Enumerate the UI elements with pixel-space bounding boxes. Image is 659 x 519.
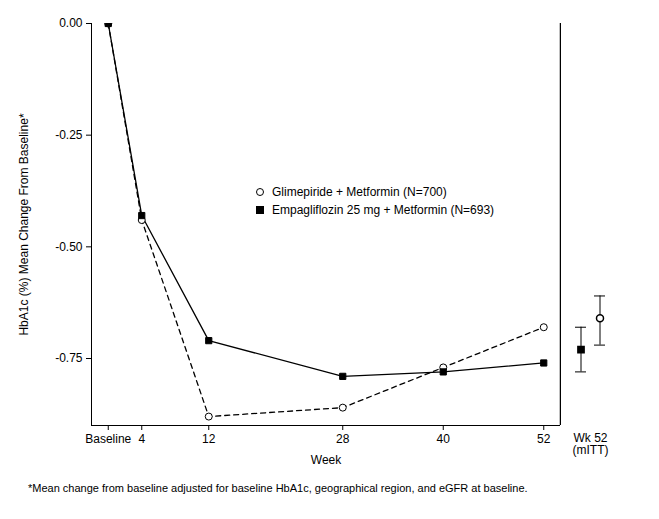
- svg-text:40: 40: [437, 432, 451, 446]
- svg-text:4: 4: [138, 432, 145, 446]
- svg-text:-0.50: -0.50: [55, 240, 83, 254]
- svg-text:0.00: 0.00: [59, 16, 83, 30]
- svg-text:HbA1c (%) Mean Change From Bas: HbA1c (%) Mean Change From Baseline*: [17, 113, 31, 335]
- svg-text:28: 28: [336, 432, 350, 446]
- svg-text:-0.25: -0.25: [55, 128, 83, 142]
- svg-text:12: 12: [202, 432, 216, 446]
- svg-text:52: 52: [537, 432, 551, 446]
- svg-text:Baseline: Baseline: [85, 432, 131, 446]
- html-text:Empagliflozin 25 mg + Metformi: Empagliflozin 25 mg + Metformin (N=693): [272, 203, 495, 217]
- html-text:*Mean change from baseline adj: *Mean change from baseline adjusted for …: [28, 482, 528, 494]
- html-text:Glimepiride + Metformin (N=700: Glimepiride + Metformin (N=700): [272, 185, 447, 199]
- svg-text:-0.75: -0.75: [55, 351, 83, 365]
- svg-text:Week: Week: [311, 453, 342, 467]
- svg-text:Wk 52(mITT): Wk 52(mITT): [573, 431, 609, 457]
